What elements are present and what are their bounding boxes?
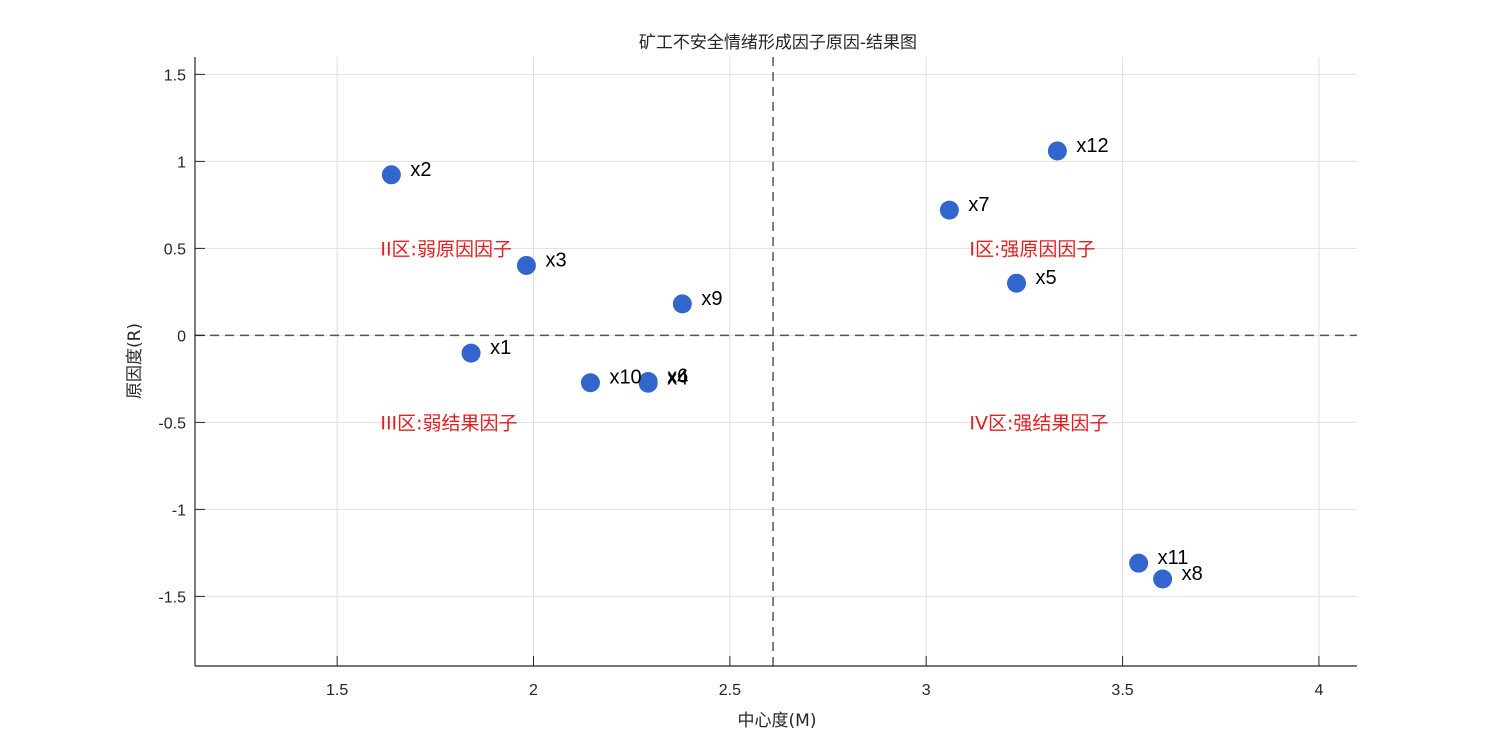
point-label: x8	[1182, 563, 1203, 585]
point-marker	[1007, 273, 1027, 293]
y-tick-label: 1.5	[164, 67, 186, 84]
point-label: x2	[410, 159, 431, 181]
data-point: x9	[672, 288, 722, 314]
point-label: x7	[968, 194, 989, 216]
y-tick-label: -0.5	[158, 415, 186, 432]
x-tick-labels: 1.5 2 2.5 3 3.5 4	[326, 682, 1323, 699]
point-marker	[381, 165, 401, 185]
y-tick-labels: -1.5 -1 -0.5 0 0.5 1 1.5	[158, 67, 186, 606]
axes	[194, 57, 1357, 667]
x-tick-label: 2	[529, 682, 538, 699]
point-label: x5	[1036, 267, 1057, 289]
region-label: III区:弱结果因子	[380, 412, 517, 434]
point-label: x4	[667, 367, 688, 389]
region-annotations: I区:强原因因子 II区:弱原因因子 III区:弱结果因子 IV区:强结果因子	[380, 238, 1108, 434]
y-tick-label: -1	[172, 502, 186, 519]
data-point: x11	[1129, 547, 1188, 573]
x-axis-label: 中心度(M)	[738, 711, 817, 731]
region-label: IV区:强结果因子	[969, 412, 1108, 434]
data-point: x6	[638, 366, 688, 392]
region-label: I区:强原因因子	[969, 238, 1095, 260]
x-tick-label: 1.5	[326, 682, 348, 699]
point-marker	[672, 294, 692, 314]
x-tick-label: 3	[922, 682, 931, 699]
point-marker	[580, 373, 600, 393]
point-label: x11	[1158, 547, 1189, 569]
point-marker	[516, 255, 536, 275]
reference-lines	[195, 57, 1357, 666]
data-point: x2	[381, 159, 431, 185]
data-point: x8	[1153, 563, 1203, 589]
x-tick-label: 4	[1314, 682, 1323, 699]
point-label: x3	[545, 249, 566, 271]
point-label: x9	[701, 288, 722, 310]
data-point: x7	[939, 194, 990, 220]
x-tick-label: 3.5	[1111, 682, 1133, 699]
data-point: x5	[1007, 267, 1057, 293]
point-label: x6	[667, 366, 688, 388]
x-tick-label: 2.5	[719, 682, 741, 699]
point-marker	[939, 200, 959, 220]
point-label: x12	[1076, 135, 1108, 157]
point-label: x1	[490, 337, 511, 359]
point-marker	[638, 372, 658, 392]
region-label: II区:弱原因因子	[380, 238, 512, 260]
point-marker	[461, 343, 481, 363]
point-marker	[1153, 569, 1173, 589]
y-tick-label: 1	[177, 154, 186, 171]
y-tick-label: 0.5	[164, 241, 186, 258]
point-marker	[1047, 141, 1067, 161]
data-point: x10	[580, 367, 642, 393]
data-point: x12	[1047, 135, 1109, 161]
chart-title: 矿工不安全情绪形成因子原因-结果图	[639, 33, 917, 53]
data-point: x3	[516, 249, 567, 275]
y-tick-label: 0	[177, 328, 186, 345]
y-axis-label: 原因度(R)	[125, 323, 145, 399]
point-label: x10	[609, 367, 641, 389]
data-points: x1 x2 x3 x4 x5 x6 x7 x8 x9 x10 x11 x12	[381, 135, 1203, 589]
data-point: x1	[461, 337, 511, 363]
y-tick-label: -1.5	[158, 589, 186, 606]
point-marker	[1129, 553, 1149, 573]
